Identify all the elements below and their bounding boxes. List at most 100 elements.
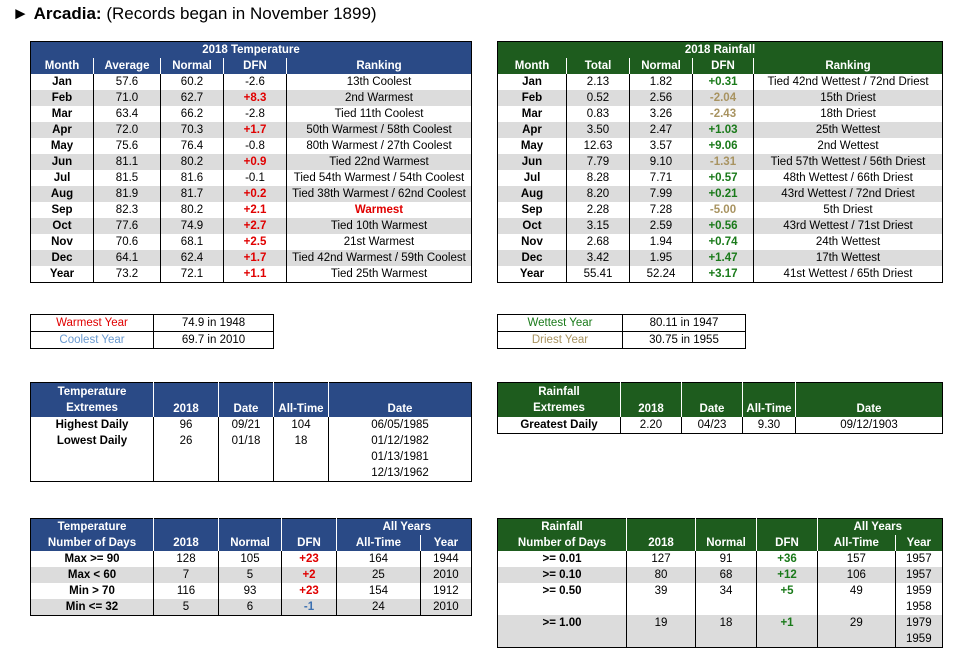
col-2018: 2018: [153, 382, 219, 417]
dfn-cell: +1.7: [223, 250, 287, 266]
dfn-cell: -0.1: [223, 170, 287, 186]
month-cell: Sep: [51, 204, 73, 216]
dfn-cell: +0.56: [692, 218, 754, 234]
record-year: 1979 1959: [894, 615, 943, 648]
ranking-cell: 48th Wettest / 66th Driest: [753, 170, 943, 186]
dfn-cell: +1.1: [223, 266, 287, 283]
wettest-year-value: 80.11 in 1947: [649, 317, 719, 329]
table-row: Sep 82.3 80.2 +2.1 Warmest: [31, 202, 472, 218]
table-row: Mar 0.83 3.26 -2.43 18th Driest: [498, 106, 943, 122]
column-header-average: Average: [93, 58, 161, 74]
month-cell: Aug: [497, 186, 567, 202]
month-cell: Year: [519, 268, 545, 280]
station-name: Arcadia:: [33, 4, 102, 23]
all-time-value: 25: [336, 567, 421, 583]
value-cell: 81.1: [93, 154, 161, 170]
dfn-value: +23: [281, 583, 337, 599]
normal-cell: 7.99: [629, 186, 693, 202]
value-cell: 55.41: [566, 266, 630, 283]
warmest-year-value: 74.9 in 1948: [181, 317, 246, 329]
table-row: >= 1.00 19 18 +1 29 1979 1959: [497, 615, 943, 648]
table-row: Lowest Daily 26 01/18 18 01/12/1982: [31, 433, 472, 449]
month-cell: Jun: [30, 154, 94, 170]
table-row: Aug 8.20 7.99 +0.21 43rd Wettest / 72nd Drie…: [497, 186, 943, 202]
dfn-cell: +0.9: [223, 154, 287, 170]
dfn-value: +5: [756, 583, 818, 615]
record-year: 1959: [906, 585, 932, 597]
record-year: 1944: [419, 551, 472, 567]
normal-cell: 52.24: [629, 266, 693, 283]
month-cell: Feb: [497, 90, 567, 106]
rainfall-extremes-header-line2: Extremes: [533, 402, 585, 414]
table-row: Oct 3.15 2.59 +0.56 43rd Wettest / 71st Drie…: [497, 218, 943, 234]
page-title: ► Arcadia: (Records began in November 18…: [12, 4, 377, 24]
value-cell: 70.6: [93, 234, 161, 250]
value-cell: 2.68: [566, 234, 630, 250]
column-header-normal: Normal: [629, 58, 693, 74]
month-cell: May: [520, 140, 544, 152]
table-row: Dec 3.42 1.95 +1.47 17th Wettest: [497, 250, 943, 266]
all-time-date: 06/05/1985: [328, 417, 472, 433]
ranking-cell: 17th Wettest: [753, 250, 943, 266]
all-time-value: 106: [817, 567, 896, 583]
normal-cell: 66.2: [160, 106, 224, 122]
record-year: 2010: [419, 599, 472, 616]
ranking-cell: 21st Warmest: [286, 234, 472, 250]
month-cell: Feb: [30, 90, 94, 106]
ranking-cell: 50th Warmest / 58th Coolest: [286, 122, 472, 138]
normal-cell: 1.95: [629, 250, 693, 266]
value-cell: 0.83: [566, 106, 630, 122]
month-cell: Jul: [523, 172, 541, 184]
value-cell: 2.28: [566, 202, 630, 218]
table-row: Apr 3.50 2.47 +1.03 25th Wettest: [497, 122, 943, 138]
all-time-value: 49: [817, 583, 896, 615]
rainfall-days-header-line2: Number of Days: [517, 537, 607, 549]
row-label: [31, 449, 154, 465]
col-dfn: DFN: [281, 518, 337, 551]
value-2018: [153, 449, 219, 465]
dfn-cell: -0.8: [223, 138, 287, 154]
normal-cell: 1.94: [629, 234, 693, 250]
normal-cell: 74.9: [160, 218, 224, 234]
all-time-value: 154: [336, 583, 421, 599]
table-row: Dec 64.1 62.4 +1.7 Tied 42nd Warmest / 59th …: [30, 250, 472, 266]
ranking-cell: 15th Driest: [753, 90, 943, 106]
normal-cell: 7.28: [629, 202, 693, 218]
value-cell: 81.5: [93, 170, 161, 186]
row-label: >= 1.00: [497, 615, 627, 648]
temperature-year-records: Warmest Year 74.9 in 1948 Coolest Year 6…: [30, 314, 274, 349]
table-row: 01/13/1981: [31, 449, 472, 465]
value-cell: 8.20: [566, 186, 630, 202]
dfn-cell: +0.74: [692, 234, 754, 250]
col-all-time: All-Time: [742, 382, 796, 417]
table-row: Jul 8.28 7.71 +0.57 48th Wettest / 66th Drie…: [498, 170, 943, 186]
table-row: May 12.63 3.57 +9.06 2nd Wettest: [498, 138, 943, 154]
normal-cell: 80.2: [160, 154, 224, 170]
normal-cell: 81.6: [160, 170, 224, 186]
value-2018: 26: [153, 433, 219, 449]
table-row: Max >= 90 128 105 +23 164 1944: [31, 551, 472, 567]
rainfall-extremes-block: Rainfall Extremes 2018 Date All-Time Dat…: [497, 382, 943, 434]
dfn-cell: +0.31: [692, 74, 754, 90]
normal-cell: 2.47: [629, 122, 693, 138]
temperature-days-block: Temperature Number of Days 2018 Normal D…: [30, 518, 472, 616]
table-row: Feb 0.52 2.56 -2.04 15th Driest: [497, 90, 943, 106]
ranking-cell: 24th Wettest: [753, 234, 943, 250]
dfn-cell: +0.57: [692, 170, 754, 186]
normal-value: 93: [218, 583, 282, 599]
value-2018: 96: [153, 417, 219, 433]
all-time-date: 01/12/1982: [328, 433, 472, 449]
value-cell: 0.52: [566, 90, 630, 106]
table-row: 12/13/1962: [31, 465, 472, 482]
month-cell: Oct: [30, 218, 94, 234]
dfn-cell: +3.17: [692, 266, 754, 283]
month-cell: Apr: [497, 122, 567, 138]
normal-value: 5: [218, 567, 282, 583]
value-cell: 72.0: [93, 122, 161, 138]
dfn-value: +36: [756, 551, 818, 567]
month-cell: Mar: [51, 108, 73, 120]
rainfall-extremes-header-line1: Rainfall: [538, 386, 580, 398]
column-header-ranking: Ranking: [286, 58, 472, 74]
column-header-dfn: DFN: [223, 58, 287, 74]
value-2018: 2.20: [620, 417, 682, 434]
